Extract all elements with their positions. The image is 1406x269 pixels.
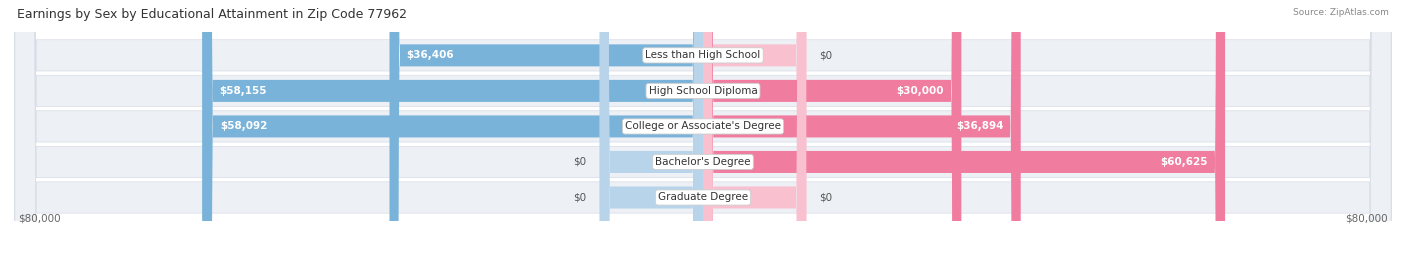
Text: Source: ZipAtlas.com: Source: ZipAtlas.com <box>1294 8 1389 17</box>
Text: Bachelor's Degree: Bachelor's Degree <box>655 157 751 167</box>
FancyBboxPatch shape <box>15 0 1391 269</box>
FancyBboxPatch shape <box>703 0 962 269</box>
Text: College or Associate's Degree: College or Associate's Degree <box>626 121 780 132</box>
FancyBboxPatch shape <box>703 0 1021 269</box>
FancyBboxPatch shape <box>202 0 703 269</box>
Text: $0: $0 <box>574 193 586 203</box>
FancyBboxPatch shape <box>389 0 703 269</box>
Text: High School Diploma: High School Diploma <box>648 86 758 96</box>
Text: Earnings by Sex by Educational Attainment in Zip Code 77962: Earnings by Sex by Educational Attainmen… <box>17 8 406 21</box>
FancyBboxPatch shape <box>599 0 703 269</box>
Text: Graduate Degree: Graduate Degree <box>658 193 748 203</box>
Text: Less than High School: Less than High School <box>645 50 761 60</box>
FancyBboxPatch shape <box>703 0 807 269</box>
Text: $36,406: $36,406 <box>406 50 454 60</box>
FancyBboxPatch shape <box>15 0 1391 269</box>
Text: $0: $0 <box>574 157 586 167</box>
Text: $80,000: $80,000 <box>1346 214 1388 224</box>
Text: $0: $0 <box>820 50 832 60</box>
FancyBboxPatch shape <box>599 0 703 269</box>
Text: $58,155: $58,155 <box>219 86 267 96</box>
FancyBboxPatch shape <box>202 0 703 269</box>
FancyBboxPatch shape <box>15 0 1391 269</box>
Text: $0: $0 <box>820 193 832 203</box>
Text: $36,894: $36,894 <box>956 121 1004 132</box>
FancyBboxPatch shape <box>15 0 1391 269</box>
Text: $58,092: $58,092 <box>219 121 267 132</box>
Text: $60,625: $60,625 <box>1160 157 1208 167</box>
FancyBboxPatch shape <box>15 0 1391 269</box>
FancyBboxPatch shape <box>703 0 807 269</box>
FancyBboxPatch shape <box>703 0 1225 269</box>
Text: $80,000: $80,000 <box>18 214 60 224</box>
Text: $30,000: $30,000 <box>897 86 945 96</box>
